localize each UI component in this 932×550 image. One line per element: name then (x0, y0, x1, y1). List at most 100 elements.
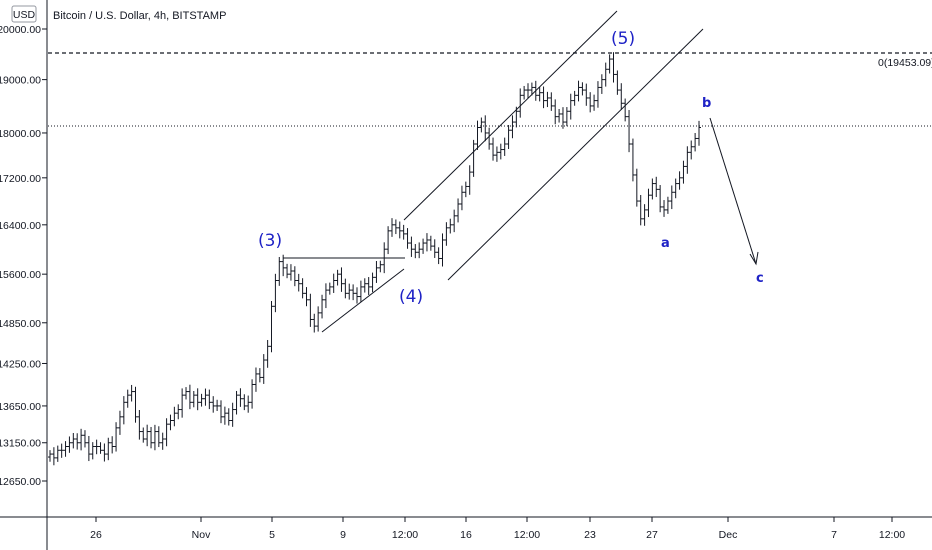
ohlc-bar (172, 406, 177, 427)
ohlc-bar (67, 436, 72, 453)
ohlc-bar (611, 52, 616, 83)
ohlc-bar (257, 368, 262, 383)
channel-upper-line[interactable] (403, 10, 618, 221)
ohlc-bar (529, 82, 534, 96)
ohlc-bar (152, 424, 157, 451)
ohlc-bar (339, 267, 344, 292)
ohlc-bar (440, 233, 445, 267)
triangle-bottom-line[interactable] (321, 268, 405, 333)
ohlc-bar (71, 433, 76, 449)
ohlc-bar (619, 83, 624, 110)
ohlc-bar (176, 404, 181, 420)
ohlc-bar (75, 433, 80, 450)
y-tick-label: 15600.00 (0, 269, 41, 281)
ohlc-bar (82, 430, 87, 448)
ohlc-bar (203, 388, 208, 406)
wave-label-4: (4) (399, 287, 423, 307)
ohlc-bar (417, 242, 422, 259)
ohlc-bar (572, 90, 577, 106)
ohlc-bar (471, 139, 476, 177)
ohlc-bar (149, 426, 154, 449)
ohlc-bar (386, 226, 391, 255)
ohlc-bar (560, 107, 565, 129)
ohlc-bar (253, 367, 258, 392)
ohlc-bar (63, 441, 68, 457)
ohlc-bar (288, 264, 293, 281)
ohlc-bar (79, 428, 84, 451)
ohlc-bar (327, 282, 332, 295)
ohlc-bar (117, 410, 122, 435)
ohlc-bar (576, 80, 581, 102)
x-tick-label: 9 (340, 529, 346, 541)
x-tick-label: Dec (719, 529, 738, 541)
y-tick-label: 13650.00 (0, 401, 41, 413)
ohlc-bar (211, 396, 216, 413)
x-tick-label: 12:00 (879, 529, 905, 541)
ohlc-bar (191, 391, 196, 408)
ohlc-bar (141, 427, 146, 443)
x-tick-label: 12:00 (514, 529, 540, 541)
ohlc-bar (467, 165, 472, 195)
ohlc-bar (665, 196, 670, 214)
ohlc-bar (277, 256, 282, 286)
ohlc-bar (444, 222, 449, 246)
ohlc-bar (491, 137, 496, 161)
ohlc-bar (184, 387, 189, 400)
ohlc-bar (693, 132, 698, 152)
ohlc-bar (432, 239, 437, 258)
fib-level-label: 0(19453.09) (878, 57, 932, 69)
y-tick-label: 17200.00 (0, 173, 41, 185)
ohlc-bar (86, 435, 91, 462)
ohlc-bar (638, 195, 643, 226)
ohlc-bar (335, 269, 340, 286)
ohlc-bar (615, 70, 620, 95)
ohlc-bar (137, 409, 142, 440)
channel-lower-line[interactable] (447, 28, 704, 281)
ohlc-bar (448, 218, 453, 234)
y-tick-label: 14850.00 (0, 318, 41, 330)
ohlc-bar (110, 436, 115, 454)
ohlc-bar (226, 408, 231, 426)
ohlc-bar (59, 443, 64, 458)
ohlc-bar (393, 219, 398, 235)
ohlc-bar (199, 393, 204, 407)
ohlc-bar (580, 82, 585, 96)
ohlc-bar (506, 124, 511, 150)
candles-group (48, 52, 701, 466)
corrective-label-a: a (661, 236, 670, 251)
ohlc-bar (463, 181, 468, 198)
ohlc-bar (545, 91, 550, 108)
ohlc-bar (374, 261, 379, 283)
y-tick-label: 13150.00 (0, 438, 41, 450)
ohlc-bar (669, 185, 674, 210)
x-tick-label: 27 (646, 529, 658, 541)
ohlc-bar (316, 306, 321, 332)
currency-badge-box (11, 5, 37, 23)
ohlc-bar (106, 437, 111, 461)
ohlc-bar (599, 74, 604, 94)
ohlc-bar (269, 300, 274, 353)
currency-badge[interactable]: USD (11, 5, 37, 23)
ohlc-bar (428, 235, 433, 251)
ohlc-bar (358, 280, 363, 303)
ohlc-bar (366, 277, 371, 295)
ohlc-bar (246, 395, 251, 413)
ohlc-bar (242, 394, 247, 411)
ohlc-bar (125, 389, 130, 408)
ohlc-bar (51, 447, 56, 466)
ohlc-bar (230, 402, 235, 427)
ohlc-bar (436, 247, 441, 265)
ohlc-bar (94, 439, 99, 455)
ohlc-bar (677, 171, 682, 190)
ohlc-bar (421, 238, 426, 254)
ohlc-bar (320, 294, 325, 319)
x-tick-label: 7 (831, 529, 837, 541)
x-tick-label: Nov (192, 529, 211, 541)
ohlc-bar (145, 424, 150, 447)
ohlc-bar (553, 99, 558, 125)
ohlc-bar (541, 86, 546, 109)
wave-c-arrow[interactable] (709, 117, 757, 265)
ohlc-bar (207, 389, 212, 410)
